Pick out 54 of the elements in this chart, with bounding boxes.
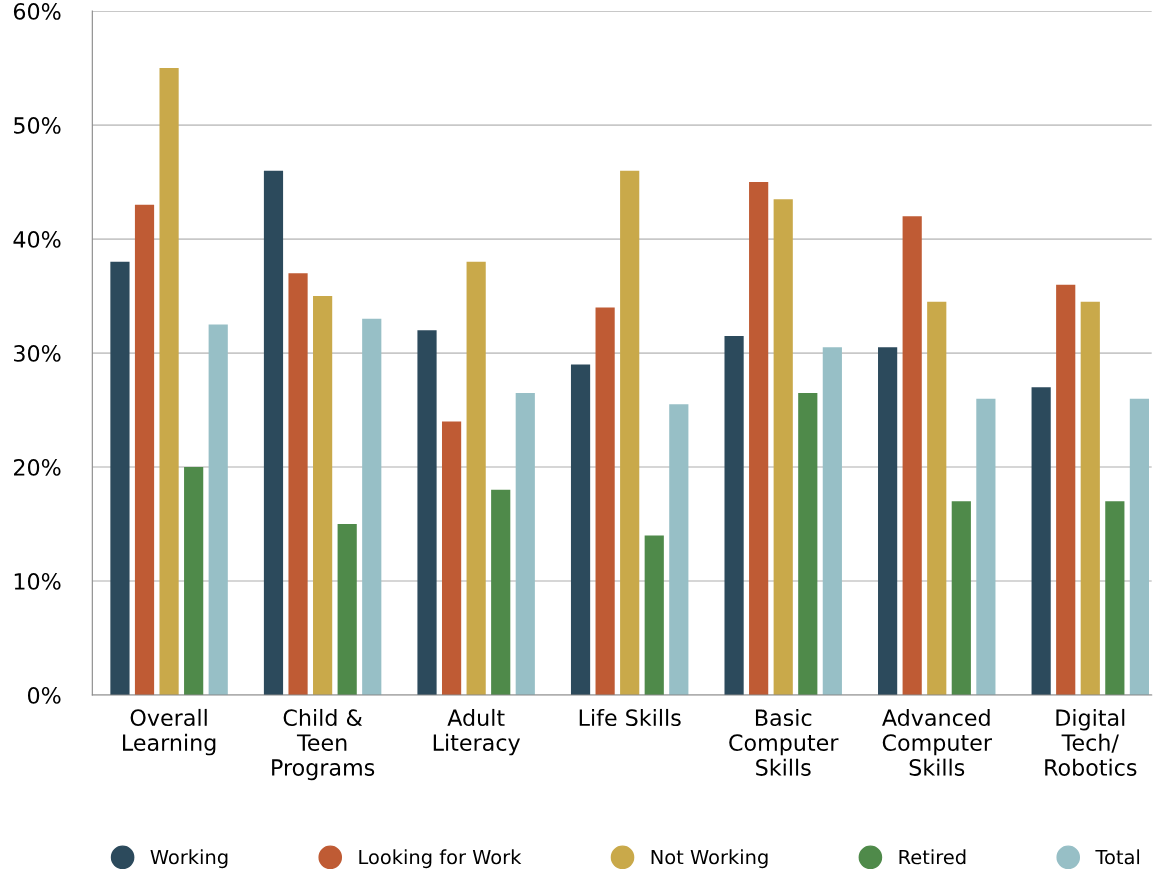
bar <box>491 489 511 696</box>
bar <box>1080 301 1100 696</box>
bar <box>288 273 308 696</box>
bar <box>798 392 818 696</box>
bar <box>1129 398 1150 696</box>
bar <box>313 296 333 696</box>
bar <box>1031 387 1051 696</box>
x-tick-label: Basic Computer Skills <box>729 708 839 776</box>
y-tick-label: 10% <box>14 572 61 590</box>
bar <box>749 182 769 696</box>
y-tick-label: 0% <box>27 686 61 704</box>
bar <box>515 392 535 696</box>
bar <box>724 335 744 696</box>
y-tick-label: 60% <box>13 3 61 20</box>
bar <box>110 261 130 696</box>
x-tick-label: Digital Tech/ Robotics <box>1045 708 1137 776</box>
bar <box>976 398 996 696</box>
bar <box>951 501 971 696</box>
legend-label: Looking for Work <box>359 849 522 869</box>
legend-label: Retired <box>899 849 966 865</box>
bar <box>441 421 462 696</box>
bar <box>417 330 437 696</box>
x-tick-label: Child & Teen Programs <box>272 708 375 781</box>
x-tick-label: Advanced Computer Skills <box>882 708 992 776</box>
bar <box>878 347 898 696</box>
x-tick-label: Overall Learning <box>123 708 216 756</box>
bar <box>337 524 357 696</box>
bar <box>263 170 284 696</box>
bar <box>1105 501 1125 696</box>
y-tick-label: 30% <box>14 344 61 362</box>
bar <box>620 170 640 696</box>
x-tick-label: Adult Literacy <box>433 708 521 756</box>
y-tick-label: 20% <box>14 458 61 476</box>
legend-label: Total <box>1095 849 1140 865</box>
bar <box>184 467 204 696</box>
bar <box>159 68 179 696</box>
bar <box>927 301 947 696</box>
bar <box>362 318 382 696</box>
legend-label: Not Working <box>651 849 768 869</box>
bar <box>669 404 689 696</box>
bar <box>822 347 842 696</box>
bar <box>570 364 591 696</box>
bar <box>466 261 486 696</box>
bar <box>902 216 922 696</box>
y-tick-label: 50% <box>14 117 61 134</box>
x-tick-label: Life Skills <box>579 708 681 727</box>
bar <box>208 324 228 696</box>
y-tick-label: 40% <box>13 231 61 248</box>
bar <box>644 535 664 696</box>
bar <box>134 204 155 696</box>
bar <box>1056 284 1076 696</box>
legend-label: Working <box>150 849 228 869</box>
bar <box>595 307 615 696</box>
bar <box>773 199 793 696</box>
